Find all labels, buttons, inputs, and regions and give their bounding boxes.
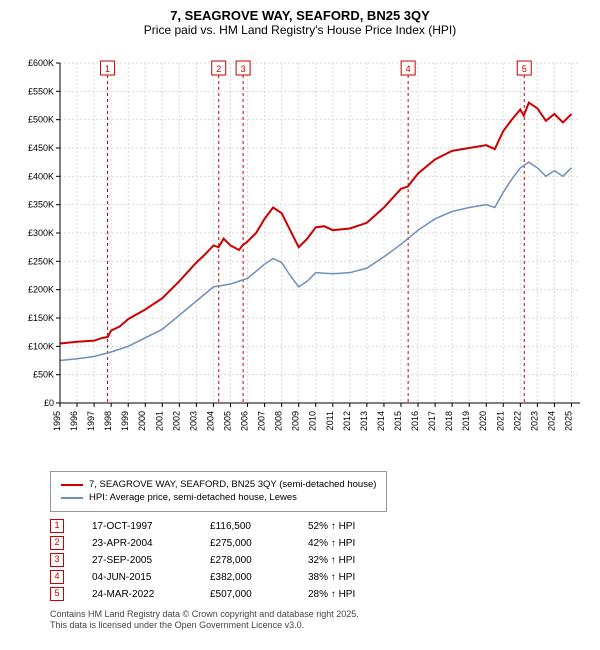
svg-text:1998: 1998 — [103, 411, 113, 431]
legend: 7, SEAGROVE WAY, SEAFORD, BN25 3QY (semi… — [50, 471, 387, 512]
svg-text:2018: 2018 — [444, 411, 454, 431]
event-row: 2 23-APR-2004 £275,000 42% ↑ HPI — [50, 535, 590, 552]
svg-text:2003: 2003 — [188, 411, 198, 431]
chart-subtitle: Price paid vs. HM Land Registry's House … — [10, 23, 590, 37]
svg-text:£100K: £100K — [28, 341, 54, 351]
chart-title: 7, SEAGROVE WAY, SEAFORD, BN25 3QY — [10, 8, 590, 23]
event-date: 24-MAR-2022 — [92, 586, 182, 603]
svg-text:1997: 1997 — [86, 411, 96, 431]
svg-text:2019: 2019 — [461, 411, 471, 431]
svg-text:2009: 2009 — [291, 411, 301, 431]
svg-text:2005: 2005 — [222, 411, 232, 431]
event-pct: 38% ↑ HPI — [308, 569, 398, 586]
legend-label: HPI: Average price, semi-detached house,… — [89, 491, 297, 504]
svg-text:3: 3 — [241, 64, 246, 74]
svg-text:2013: 2013 — [359, 411, 369, 431]
event-marker: 5 — [50, 587, 64, 601]
event-marker: 2 — [50, 536, 64, 550]
event-row: 4 04-JUN-2015 £382,000 38% ↑ HPI — [50, 569, 590, 586]
svg-text:1: 1 — [105, 64, 110, 74]
chart-container: 7, SEAGROVE WAY, SEAFORD, BN25 3QY Price… — [0, 0, 600, 650]
chart-area: 1 2 3 4 5 £0 £50K £100K £150K £200K £250K £300K £350… — [10, 43, 590, 463]
svg-text:1996: 1996 — [69, 411, 79, 431]
svg-text:£450K: £450K — [28, 143, 54, 153]
svg-text:2016: 2016 — [410, 411, 420, 431]
legend-row: HPI: Average price, semi-detached house,… — [61, 491, 376, 504]
event-marker: 1 — [50, 519, 64, 533]
event-price: £278,000 — [210, 552, 280, 569]
legend-swatch — [61, 497, 83, 499]
svg-text:2011: 2011 — [325, 411, 335, 430]
svg-text:2004: 2004 — [205, 411, 215, 431]
legend-swatch — [61, 484, 83, 486]
legend-label: 7, SEAGROVE WAY, SEAFORD, BN25 3QY (semi… — [89, 478, 376, 491]
svg-text:2001: 2001 — [154, 411, 164, 431]
line-chart-svg: 1 2 3 4 5 £0 £50K £100K £150K £200K £250K £300K £350… — [10, 43, 590, 463]
svg-text:£550K: £550K — [28, 86, 54, 96]
event-row: 5 24-MAR-2022 £507,000 28% ↑ HPI — [50, 586, 590, 603]
svg-text:2017: 2017 — [427, 411, 437, 431]
svg-text:2010: 2010 — [308, 411, 318, 431]
footer-line2: This data is licensed under the Open Gov… — [50, 620, 590, 632]
svg-text:2007: 2007 — [257, 411, 267, 431]
event-pct: 28% ↑ HPI — [308, 586, 398, 603]
svg-text:2025: 2025 — [563, 411, 573, 431]
svg-text:2023: 2023 — [529, 411, 539, 431]
svg-text:2006: 2006 — [240, 411, 250, 431]
svg-text:2015: 2015 — [393, 411, 403, 431]
svg-text:5: 5 — [522, 64, 527, 74]
event-pct: 52% ↑ HPI — [308, 518, 398, 535]
svg-text:£50K: £50K — [33, 370, 54, 380]
event-date: 04-JUN-2015 — [92, 569, 182, 586]
event-pct: 32% ↑ HPI — [308, 552, 398, 569]
svg-text:£0: £0 — [44, 398, 54, 408]
event-date: 17-OCT-1997 — [92, 518, 182, 535]
svg-text:2014: 2014 — [376, 411, 386, 431]
svg-text:2002: 2002 — [171, 411, 181, 431]
event-price: £382,000 — [210, 569, 280, 586]
svg-text:2022: 2022 — [512, 411, 522, 431]
events-table: 1 17-OCT-1997 £116,500 52% ↑ HPI 2 23-APR-200… — [50, 518, 590, 603]
svg-text:1999: 1999 — [120, 411, 130, 431]
event-row: 3 27-SEP-2005 £278,000 32% ↑ HPI — [50, 552, 590, 569]
footer: Contains HM Land Registry data © Crown c… — [50, 609, 590, 632]
legend-row: 7, SEAGROVE WAY, SEAFORD, BN25 3QY (semi… — [61, 478, 376, 491]
event-marker: 4 — [50, 570, 64, 584]
svg-text:£350K: £350K — [28, 200, 54, 210]
svg-text:2012: 2012 — [342, 411, 352, 431]
svg-text:£150K: £150K — [28, 313, 54, 323]
svg-text:2000: 2000 — [137, 411, 147, 431]
event-price: £116,500 — [210, 518, 280, 535]
footer-line1: Contains HM Land Registry data © Crown c… — [50, 609, 590, 621]
event-price: £507,000 — [210, 586, 280, 603]
svg-text:4: 4 — [406, 64, 411, 74]
svg-text:£400K: £400K — [28, 171, 54, 181]
svg-text:£600K: £600K — [28, 58, 54, 68]
svg-text:2: 2 — [216, 64, 221, 74]
svg-text:2020: 2020 — [478, 411, 488, 431]
svg-text:£300K: £300K — [28, 228, 54, 238]
svg-text:2021: 2021 — [495, 411, 505, 431]
event-pct: 42% ↑ HPI — [308, 535, 398, 552]
event-date: 27-SEP-2005 — [92, 552, 182, 569]
event-date: 23-APR-2004 — [92, 535, 182, 552]
svg-text:£200K: £200K — [28, 285, 54, 295]
event-price: £275,000 — [210, 535, 280, 552]
svg-text:2008: 2008 — [274, 411, 284, 431]
svg-text:1995: 1995 — [52, 411, 62, 431]
svg-text:£250K: £250K — [28, 256, 54, 266]
event-row: 1 17-OCT-1997 £116,500 52% ↑ HPI — [50, 518, 590, 535]
event-marker: 3 — [50, 553, 64, 567]
svg-text:2024: 2024 — [546, 411, 556, 431]
svg-text:£500K: £500K — [28, 115, 54, 125]
